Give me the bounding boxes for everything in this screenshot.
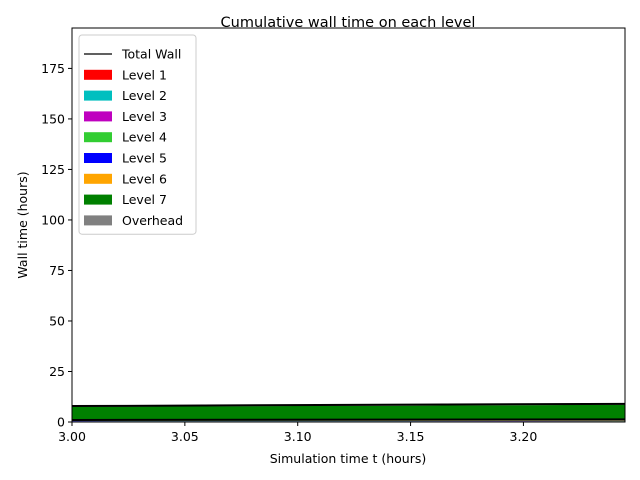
- y-axis-label: Wall time (hours): [15, 171, 30, 278]
- y-tick-label: 0: [57, 415, 65, 430]
- legend-label-total-wall: Total Wall: [121, 47, 181, 62]
- x-tick-label: 3.15: [397, 429, 425, 444]
- x-axis-ticks: 3.00 3.05 3.10 3.15 3.20: [58, 422, 537, 444]
- legend-swatch-level-4: [84, 132, 112, 143]
- line-layers: [71, 402, 626, 421]
- legend-swatch-level-3: [84, 111, 112, 122]
- area-level-7: [72, 404, 625, 421]
- legend: Total Wall Level 1 Level 2 Level 3 Level 4 Le…: [78, 34, 197, 235]
- legend-swatch-overhead: [84, 215, 112, 226]
- legend-swatch-level-6: [84, 173, 112, 184]
- x-tick-label: 3.00: [58, 429, 86, 444]
- legend-label-level-5: Level 5: [122, 151, 167, 166]
- plot-frame: [71, 27, 626, 423]
- y-tick-label: 50: [49, 313, 65, 328]
- y-tick-label: 125: [41, 162, 65, 177]
- y-tick-label: 75: [49, 263, 65, 278]
- x-tick-label: 3.10: [284, 429, 312, 444]
- legend-label-level-1: Level 1: [122, 67, 167, 82]
- inner-boundary-line: [71, 418, 626, 421]
- y-tick-label: 100: [41, 212, 65, 227]
- x-axis-label: Simulation time t (hours): [270, 451, 427, 466]
- chart-title: Cumulative wall time on each level: [221, 15, 476, 31]
- total-wall-line: [71, 402, 626, 408]
- legend-label-level-2: Level 2: [122, 88, 167, 103]
- x-tick-label: 3.20: [510, 429, 538, 444]
- legend-swatch-level-5: [84, 153, 112, 163]
- legend-label-level-3: Level 3: [122, 109, 167, 124]
- legend-label-level-7: Level 7: [122, 192, 167, 207]
- legend-swatch-level-2: [84, 90, 112, 101]
- legend-label-level-6: Level 6: [122, 171, 167, 186]
- legend-label-overhead: Overhead: [122, 213, 183, 228]
- y-tick-label: 25: [49, 364, 65, 379]
- y-tick-label: 150: [41, 111, 65, 126]
- legend-label-level-4: Level 4: [122, 130, 167, 145]
- legend-box: [78, 34, 197, 235]
- x-tick-label: 3.05: [171, 429, 199, 444]
- y-axis-ticks: 0 25 50 75 100 125 150 175: [41, 61, 72, 430]
- y-tick-label: 175: [41, 61, 65, 76]
- legend-swatch-level-7: [84, 194, 112, 205]
- legend-swatch-level-1: [84, 69, 112, 80]
